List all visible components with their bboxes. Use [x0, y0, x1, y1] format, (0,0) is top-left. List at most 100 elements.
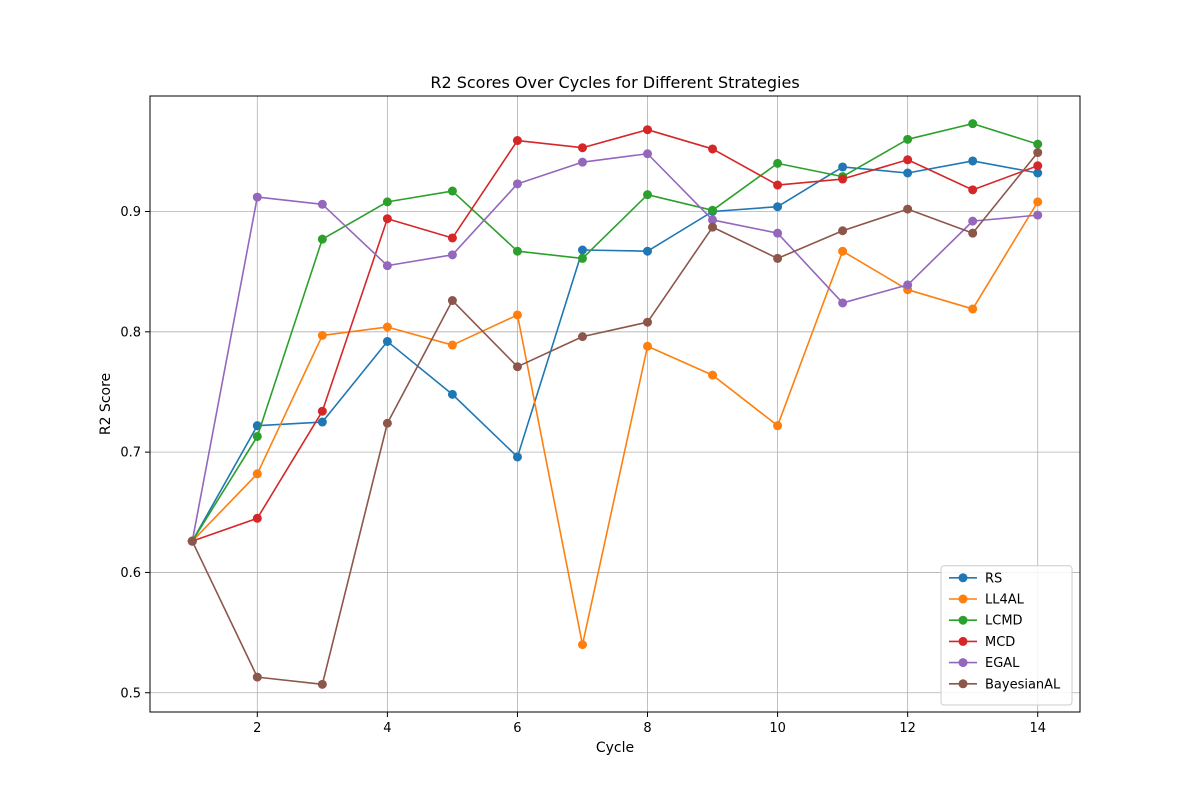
data-point: [382, 197, 392, 207]
data-point: [838, 246, 848, 256]
data-point: [577, 143, 587, 153]
data-point: [903, 155, 913, 165]
legend: RS LL4AL LCMD MCD EGAL BayesianAL: [940, 565, 1073, 706]
data-point: [643, 190, 653, 200]
data-point: [447, 233, 457, 243]
x-tick-label: 4: [383, 721, 391, 736]
data-point: [643, 125, 653, 135]
data-point: [1033, 210, 1043, 220]
series-line: [191, 152, 1038, 542]
data-point: [577, 332, 587, 342]
data-point: [838, 174, 848, 184]
data-point: [382, 261, 392, 271]
data-point: [1033, 168, 1043, 178]
legend-swatch-marker: [958, 573, 968, 583]
data-point: [773, 202, 783, 212]
data-point: [1033, 148, 1043, 158]
y-tick-label: 0.7: [120, 446, 141, 461]
data-point: [317, 417, 327, 427]
legend-label: EGAL: [985, 656, 1020, 671]
data-point: [968, 156, 978, 166]
data-point: [577, 157, 587, 167]
legend-item-rs: RS: [949, 571, 1002, 586]
data-point: [382, 322, 392, 332]
legend-item-lcmd: LCMD: [949, 614, 1023, 629]
legend-label: RS: [985, 571, 1002, 586]
legend-label: LCMD: [985, 614, 1023, 629]
legend-swatch-marker: [958, 679, 968, 689]
y-tick-label: 0.9: [120, 205, 141, 220]
legend-item-egal: EGAL: [949, 656, 1020, 671]
legend-swatch-marker: [958, 615, 968, 625]
data-point: [512, 246, 522, 256]
data-point: [512, 179, 522, 189]
data-point: [252, 513, 262, 523]
data-point: [903, 168, 913, 178]
grid-lines: [150, 96, 1080, 712]
data-point: [447, 250, 457, 260]
data-point: [643, 317, 653, 327]
legend-swatch-marker: [958, 594, 968, 604]
data-point: [577, 253, 587, 263]
legend-label: LL4AL: [985, 593, 1025, 608]
data-point: [252, 469, 262, 479]
series-egal: [187, 149, 1043, 546]
data-point: [903, 134, 913, 144]
data-point: [512, 310, 522, 320]
legend-label: MCD: [985, 635, 1015, 650]
data-point: [968, 119, 978, 129]
series-mcd: [187, 125, 1043, 546]
data-point: [577, 245, 587, 255]
data-point: [317, 679, 327, 689]
data-point: [968, 216, 978, 226]
data-point: [447, 389, 457, 399]
data-point: [187, 536, 197, 546]
series-line: [191, 122, 1038, 542]
x-tick-label: 14: [1029, 721, 1046, 736]
data-point: [382, 418, 392, 428]
data-point: [968, 185, 978, 195]
data-point: [317, 234, 327, 244]
y-tick-label: 0.5: [120, 686, 141, 701]
data-point: [252, 672, 262, 682]
data-point: [773, 421, 783, 431]
axis-ticks: 2 4 6 8 10 12 14 0.5 0.6 0.7 0.8 0.9: [120, 205, 1046, 736]
data-point: [447, 296, 457, 306]
x-axis-title: Cycle: [596, 740, 634, 756]
data-point: [1033, 161, 1043, 171]
y-tick-label: 0.6: [120, 566, 141, 581]
data-point: [773, 180, 783, 190]
series-line: [191, 152, 1039, 686]
series-layer: [187, 119, 1043, 689]
data-point: [447, 340, 457, 350]
data-point: [773, 228, 783, 238]
data-point: [512, 136, 522, 146]
series-lcmd: [187, 119, 1043, 546]
data-point: [773, 253, 783, 263]
data-point: [968, 304, 978, 314]
x-tick-label: 2: [253, 721, 261, 736]
data-point: [252, 431, 262, 441]
data-point: [773, 158, 783, 168]
legend-label: BayesianAL: [985, 677, 1061, 692]
data-point: [968, 228, 978, 238]
series-bayesianal: [187, 148, 1043, 689]
data-point: [512, 452, 522, 462]
data-point: [447, 186, 457, 196]
data-point: [838, 162, 848, 172]
data-point: [1033, 139, 1043, 149]
data-point: [708, 215, 718, 225]
data-point: [1033, 197, 1043, 207]
data-point: [708, 222, 718, 232]
x-tick-label: 12: [899, 721, 916, 736]
y-axis-title: R2 Score: [98, 373, 114, 435]
series-line: [192, 128, 1039, 542]
data-point: [708, 205, 718, 215]
data-point: [382, 336, 392, 346]
x-tick-label: 6: [513, 721, 521, 736]
data-point: [317, 406, 327, 416]
data-point: [708, 370, 718, 380]
data-point: [577, 640, 587, 650]
data-point: [643, 246, 653, 256]
series-line: [191, 201, 1039, 646]
